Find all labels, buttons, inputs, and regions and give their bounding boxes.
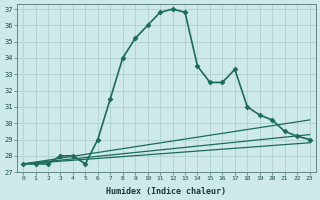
X-axis label: Humidex (Indice chaleur): Humidex (Indice chaleur) [106, 187, 226, 196]
